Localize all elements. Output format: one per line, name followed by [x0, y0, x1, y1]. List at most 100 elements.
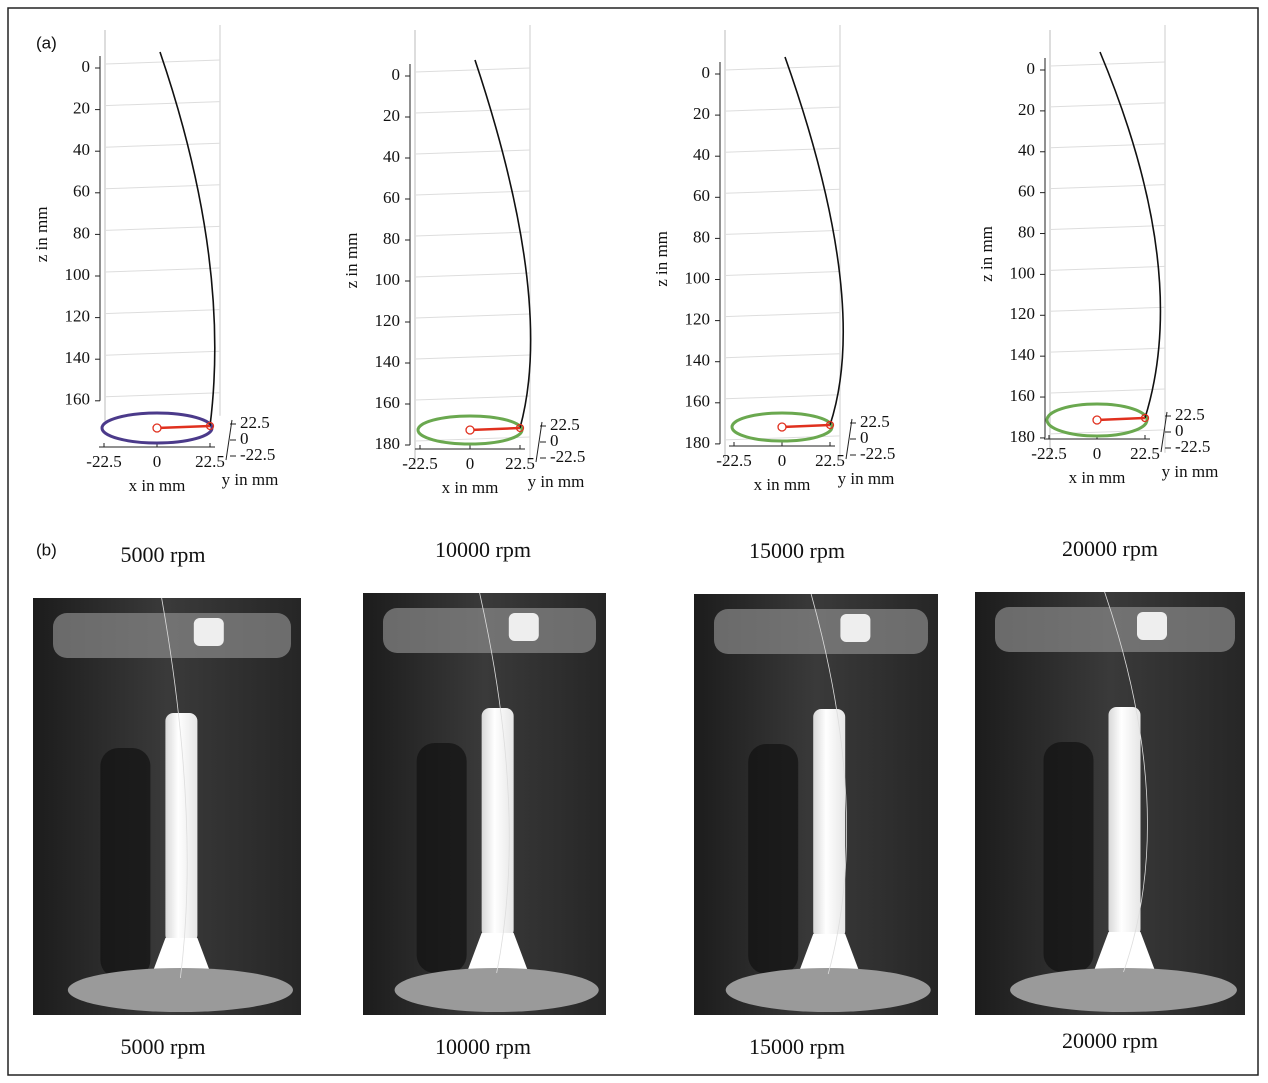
grid-line — [1049, 61, 1166, 67]
wire — [479, 592, 510, 974]
x-tick-label: -22.5 — [86, 452, 121, 471]
base-plate — [1010, 968, 1237, 1012]
photo-caption-bottom: 20000 rpm — [1062, 1028, 1158, 1053]
z-tick-label: 140 — [685, 351, 711, 370]
z-tick-label: 120 — [1010, 304, 1036, 323]
z-tick-label: 0 — [82, 57, 91, 76]
y-tick-label: 22.5 — [550, 415, 580, 434]
z-tick-label: 80 — [383, 229, 400, 248]
z-tick-label: 20 — [1018, 100, 1035, 119]
z-tick-label: 40 — [1018, 141, 1035, 160]
grid-line — [724, 229, 841, 235]
y-axis — [225, 419, 233, 461]
grid-line — [414, 190, 531, 196]
x-tick-label: 0 — [778, 451, 787, 470]
center-marker — [1092, 415, 1102, 425]
rod — [165, 713, 198, 943]
grid-line — [724, 106, 841, 112]
orbit — [100, 411, 214, 445]
z-tick-label: 60 — [73, 182, 90, 201]
wire — [161, 597, 188, 979]
y-tick-label: 22.5 — [1175, 405, 1205, 424]
clamp — [840, 614, 871, 642]
photo-caption-top: 5000 rpm — [121, 542, 206, 567]
z-tick-label: 120 — [375, 311, 401, 330]
grid-line — [414, 272, 531, 278]
y-tick-label: 0 — [1175, 421, 1184, 440]
orbit — [730, 411, 834, 443]
z-tick-label: 160 — [375, 393, 401, 412]
shadow — [1043, 742, 1094, 972]
z-tick-label: 140 — [65, 348, 91, 367]
deflection — [781, 423, 831, 429]
x-tick-label: 0 — [1093, 444, 1102, 463]
grid-line — [414, 231, 531, 237]
z-tick-label: 100 — [685, 268, 711, 287]
z-tick-label: 100 — [1010, 263, 1036, 282]
z-tick-label: 40 — [73, 140, 90, 159]
x-axis-label: x in mm — [442, 478, 499, 497]
photo-caption-top: 10000 rpm — [435, 537, 531, 562]
grid-line — [104, 59, 221, 65]
y-axis — [845, 418, 853, 460]
grid-line — [1049, 388, 1166, 394]
photo-caption-bottom: 15000 rpm — [749, 1034, 845, 1059]
grid-line — [724, 271, 841, 276]
y-tick-label: -22.5 — [1175, 437, 1210, 456]
x-tick-label: -22.5 — [1031, 444, 1066, 463]
tool-curve — [1099, 51, 1162, 419]
deflection — [156, 424, 211, 430]
tip-marker — [1140, 413, 1150, 423]
y-tick-label: 0 — [550, 431, 559, 450]
tip-marker — [515, 423, 525, 433]
y-axis-label: y in mm — [1162, 462, 1219, 481]
grid-line — [724, 312, 841, 318]
z-tick-label: 100 — [65, 265, 91, 284]
rod-base — [798, 934, 861, 974]
clamp — [508, 613, 539, 641]
grid-line — [414, 395, 531, 401]
y-axis-label: y in mm — [838, 469, 895, 488]
grid-line — [104, 184, 221, 190]
z-tick-label: 60 — [1018, 182, 1035, 201]
shadow — [748, 744, 799, 974]
grid-line — [1049, 265, 1166, 271]
y-tick-label: 22.5 — [860, 412, 890, 431]
z-axis-label: z in mm — [652, 231, 671, 287]
grid-line — [414, 67, 531, 73]
z-tick-label: 20 — [73, 99, 90, 118]
x-tick-label: 0 — [153, 452, 162, 471]
center-marker — [152, 423, 162, 433]
y-tick-label: -22.5 — [860, 444, 895, 463]
z-tick-label: 0 — [1027, 59, 1036, 78]
y-axis-label: y in mm — [528, 472, 585, 491]
grid-line — [724, 394, 841, 400]
grid-line — [724, 188, 841, 194]
z-tick-label: 180 — [375, 434, 401, 453]
machine-head — [995, 607, 1235, 652]
z-axis-label: z in mm — [977, 226, 996, 282]
grid-line — [724, 65, 841, 71]
rod-base — [150, 938, 213, 978]
z-tick-label: 0 — [702, 63, 711, 82]
base-plate — [67, 968, 293, 1012]
x-tick-label: 22.5 — [1130, 444, 1160, 463]
grid-line — [104, 267, 221, 273]
clamp — [193, 618, 224, 646]
shadow — [416, 743, 467, 973]
z-tick-label: 180 — [685, 433, 711, 452]
orbit — [416, 414, 524, 446]
grid-line — [1049, 143, 1166, 149]
tip-marker — [825, 420, 835, 430]
z-tick-label: 160 — [685, 392, 711, 411]
tool-curve — [159, 51, 216, 427]
grid-line — [1049, 184, 1166, 190]
wire — [1104, 591, 1148, 973]
grid-line — [104, 309, 221, 315]
z-tick-label: 100 — [375, 270, 401, 289]
x-axis-label: x in mm — [129, 476, 186, 495]
grid-line — [1049, 102, 1166, 108]
machine-head — [53, 613, 291, 658]
z-tick-label: 160 — [65, 390, 91, 409]
panel-label: (a) — [36, 33, 57, 52]
